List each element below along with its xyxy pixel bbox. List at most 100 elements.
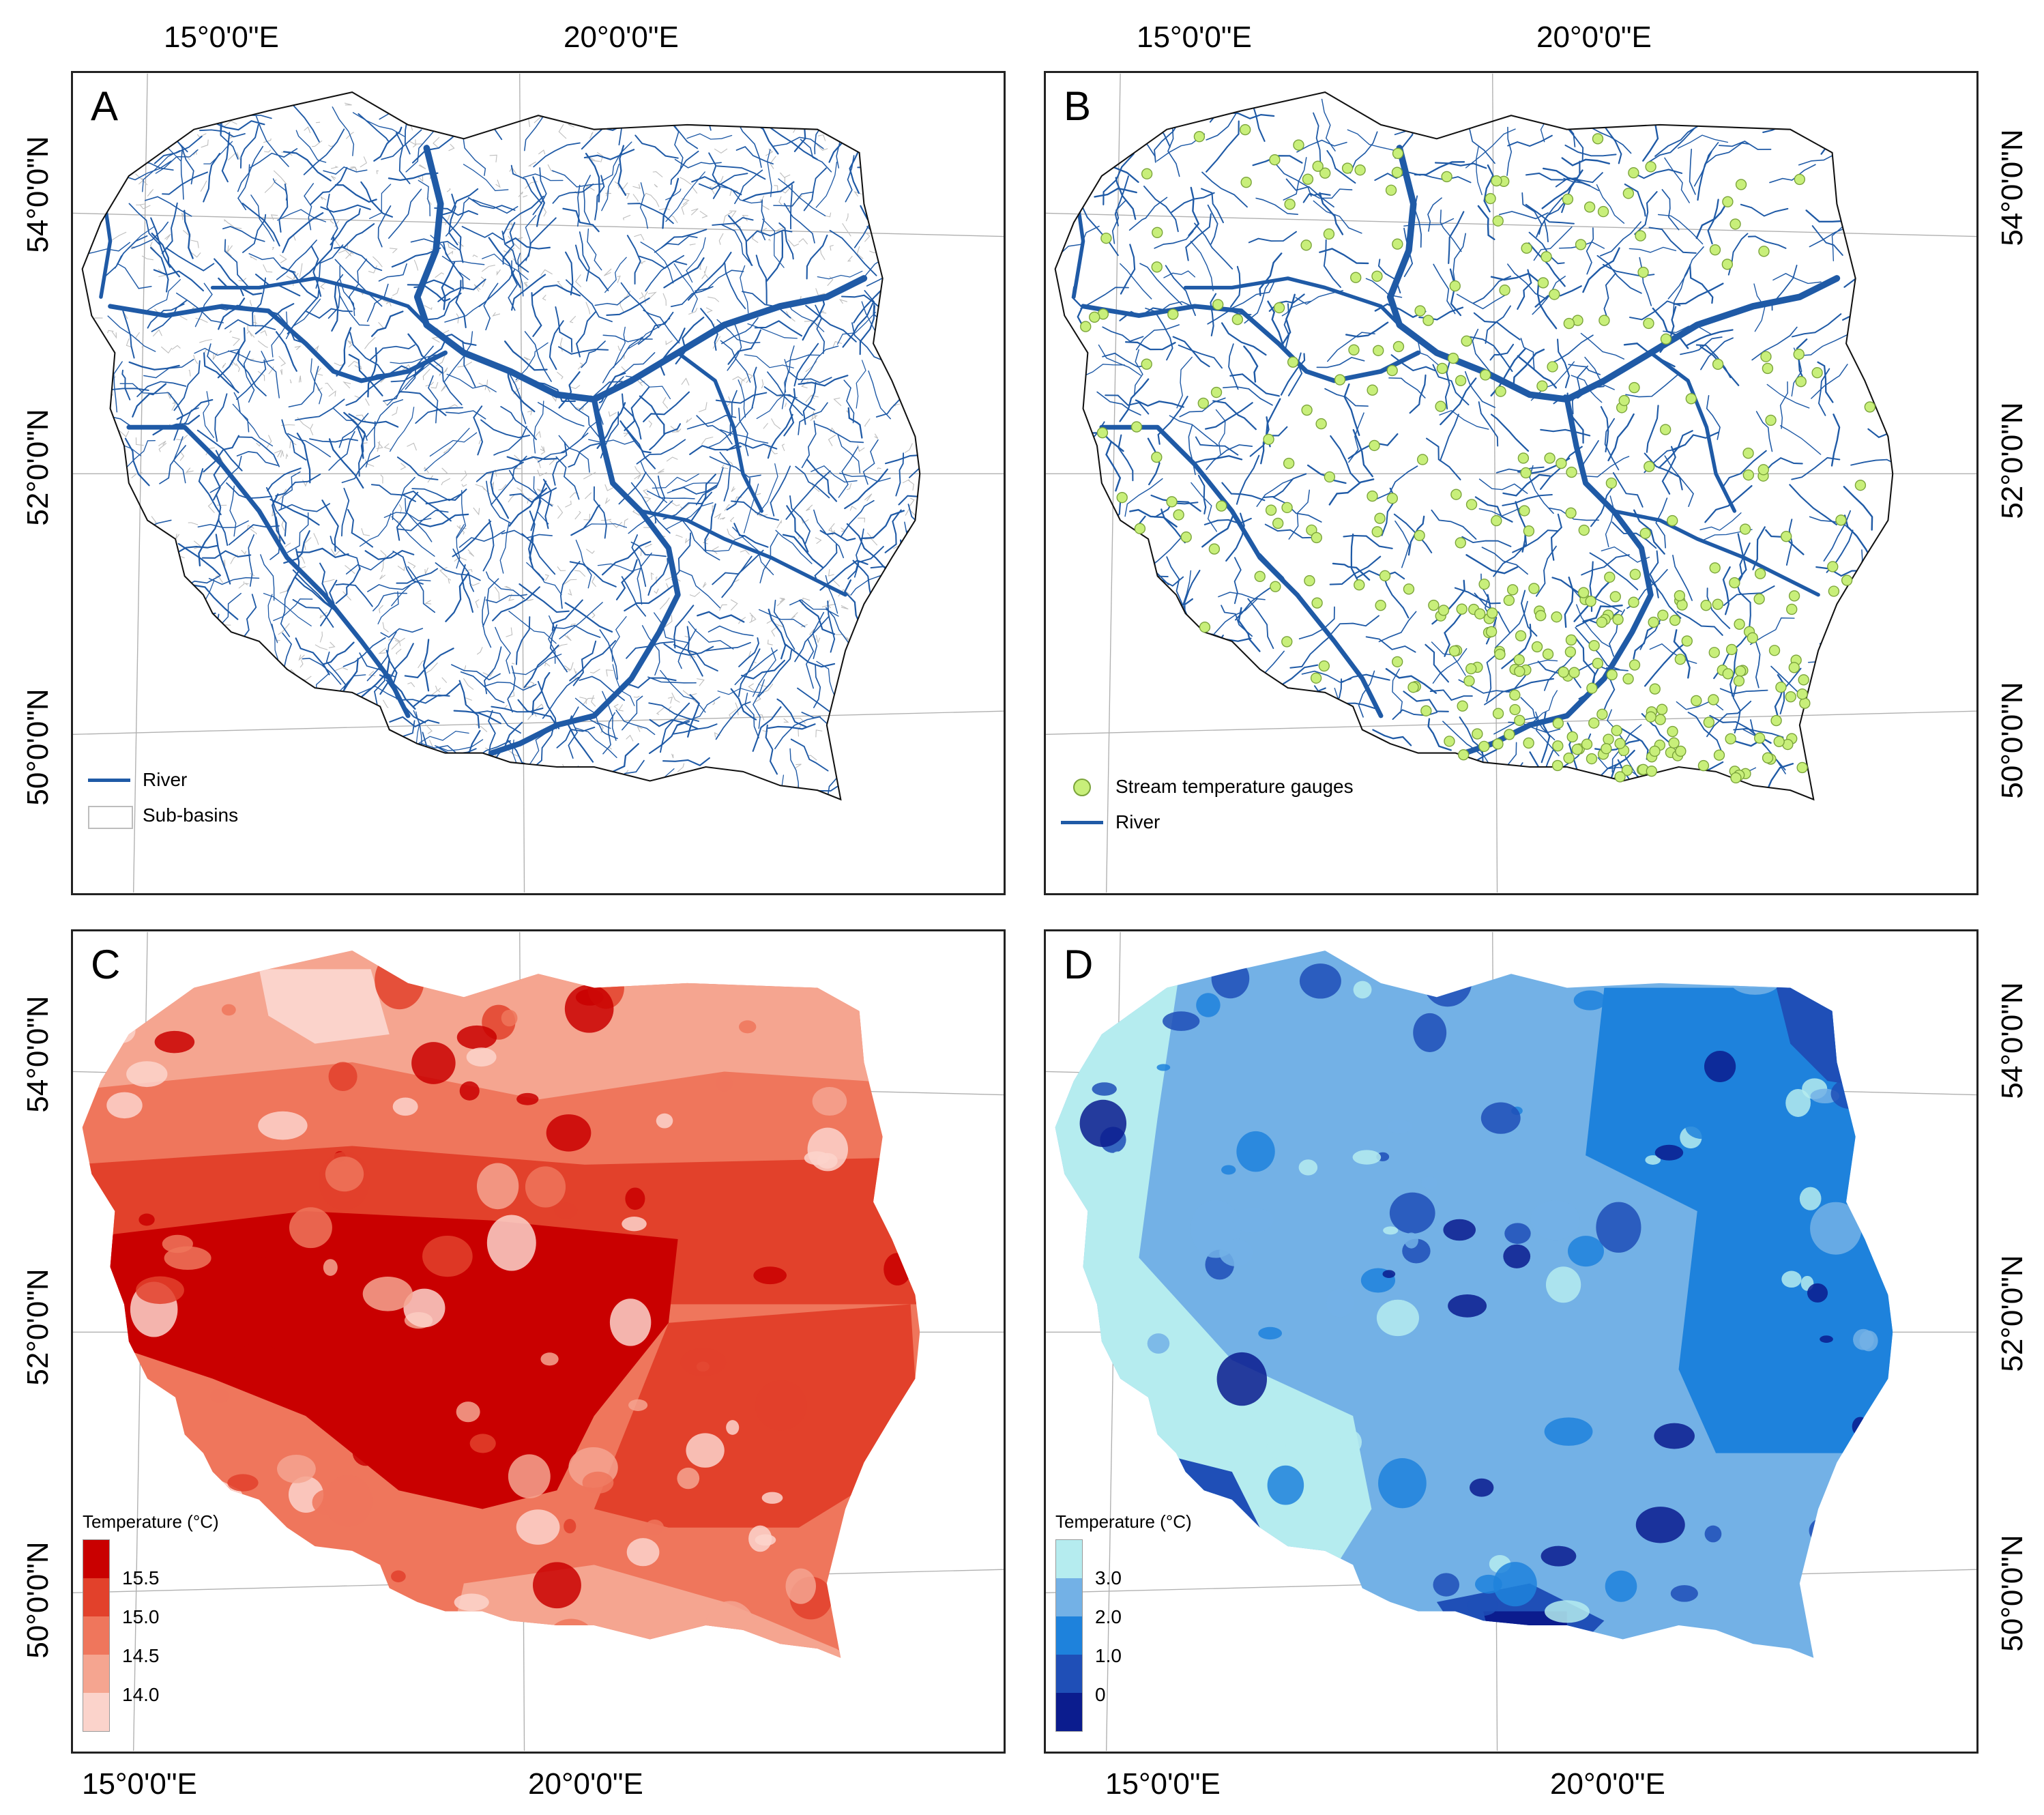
top-lon-label-3: 15°0'0"E — [1137, 20, 1252, 54]
gauge-point — [1166, 496, 1178, 508]
gauge-point — [1435, 401, 1446, 412]
gauge-point — [1367, 384, 1378, 396]
gauge-point — [1828, 585, 1840, 597]
gauge-point — [1648, 616, 1659, 628]
gauge-point — [1725, 643, 1738, 656]
gauge-point — [1854, 479, 1867, 491]
gauge-point — [1637, 266, 1649, 278]
gauge-point — [1134, 523, 1146, 534]
gauge-point — [1586, 753, 1598, 765]
temperature-zone — [82, 950, 920, 1100]
gauge-point — [1606, 669, 1618, 681]
gauge-point — [1796, 761, 1808, 774]
gauge-point — [1796, 688, 1808, 700]
left-lat-label-5: 52°0'0"N — [21, 1268, 55, 1386]
gauge-point — [1485, 192, 1496, 205]
gauge-point — [1492, 708, 1504, 719]
gauge-point — [1491, 514, 1502, 527]
panel-a-legend: River Sub-basins — [85, 762, 238, 833]
gauge-point — [1609, 591, 1621, 602]
gauge-point — [1643, 317, 1654, 330]
gauge-point — [1371, 526, 1383, 538]
gauge-point — [1657, 609, 1669, 621]
gauge-point — [1354, 164, 1366, 176]
gauge-point — [1552, 717, 1564, 729]
gauge-point — [1739, 523, 1751, 535]
gauge-point — [1629, 568, 1641, 580]
gauge-point — [1709, 244, 1721, 256]
gauge-point — [1721, 259, 1734, 270]
gauge-point — [1747, 632, 1759, 644]
gauge-point — [1629, 659, 1641, 671]
gauge-point — [1827, 561, 1839, 572]
gauge-point — [1478, 740, 1490, 753]
gauge-point — [1386, 364, 1398, 377]
gauge-point — [1781, 530, 1792, 542]
legend-river-b-label: River — [1115, 811, 1160, 832]
panel-c-legend-title: Temperature (°C) — [83, 1511, 219, 1532]
legend-swatch — [1056, 1655, 1082, 1693]
gauge-point — [1575, 239, 1587, 250]
gauge-point — [1495, 386, 1506, 397]
gauge-point — [1566, 731, 1578, 743]
gauge-point — [1465, 499, 1478, 510]
bottom-lon-label-2: 20°0'0"E — [528, 1767, 643, 1801]
gauge-point — [1265, 504, 1277, 516]
gauge-point — [1486, 607, 1498, 619]
gauge-point — [1463, 675, 1475, 687]
top-lon-label-2: 20°0'0"E — [564, 20, 679, 54]
gauge-point — [1385, 184, 1397, 196]
gauge-point — [1455, 375, 1467, 387]
gauge-point — [1116, 491, 1128, 504]
gauge-point — [1304, 575, 1315, 587]
gauge-point — [1713, 749, 1725, 761]
gauge-point — [1491, 175, 1502, 187]
gauge-point — [1753, 593, 1765, 605]
gauge-point — [1793, 349, 1805, 360]
gauge-point — [1391, 166, 1403, 178]
gauge-point — [1374, 512, 1386, 524]
gauge-point — [1509, 689, 1521, 701]
gauge-point — [1758, 246, 1770, 257]
gauge-point — [1414, 529, 1425, 541]
gauge-point — [1444, 736, 1455, 747]
gauge-point — [1334, 374, 1346, 386]
map-b — [1046, 73, 1976, 893]
left-lat-label-3: 50°0'0"N — [21, 688, 55, 806]
country-outline — [1054, 91, 1894, 801]
gauge-point — [1544, 452, 1556, 464]
gauge-point — [1311, 532, 1322, 544]
panel-c-label: C — [91, 942, 121, 987]
bottom-lon-label-3: 15°0'0"E — [1105, 1767, 1221, 1801]
temperature-zone — [259, 969, 390, 1044]
gauge-point — [1416, 454, 1429, 465]
gauge-point — [1558, 666, 1569, 678]
gauge-point — [1649, 683, 1661, 695]
gauge-point — [1754, 568, 1766, 579]
left-lat-label-6: 50°0'0"N — [21, 1541, 55, 1659]
gauge-point — [1465, 663, 1477, 675]
gauge-point — [1611, 725, 1622, 736]
legend-swatch — [1056, 1693, 1082, 1731]
gauge-point — [1639, 527, 1651, 539]
gauge-point — [1596, 616, 1608, 628]
gauge-point — [1541, 251, 1552, 263]
right-lat-label-5: 52°0'0"N — [1996, 1255, 2029, 1372]
legend-tick-label: 1.0 — [1095, 1645, 1122, 1666]
panel-d-legend: Temperature (°C) 3.0 2.0 1.0 0 — [1055, 1511, 1192, 1732]
gauge-point — [1566, 466, 1577, 478]
gauge-point — [1456, 603, 1468, 615]
gauge-point — [1563, 752, 1575, 764]
gauge-point — [1180, 531, 1192, 543]
panel-a-river-network: A River Sub-basins — [71, 71, 1006, 895]
temperature-zone — [82, 1211, 678, 1509]
gauge-point — [1210, 386, 1223, 398]
gauge-point — [1675, 745, 1687, 757]
gauge-point — [1681, 635, 1693, 647]
gauge-point — [1350, 272, 1362, 283]
bottom-lon-label-1: 15°0'0"E — [82, 1767, 197, 1801]
left-lat-label-1: 54°0'0"N — [21, 136, 55, 253]
gauge-point — [1311, 597, 1323, 609]
gauge-point — [1586, 682, 1598, 694]
gauge-point — [1089, 311, 1100, 323]
